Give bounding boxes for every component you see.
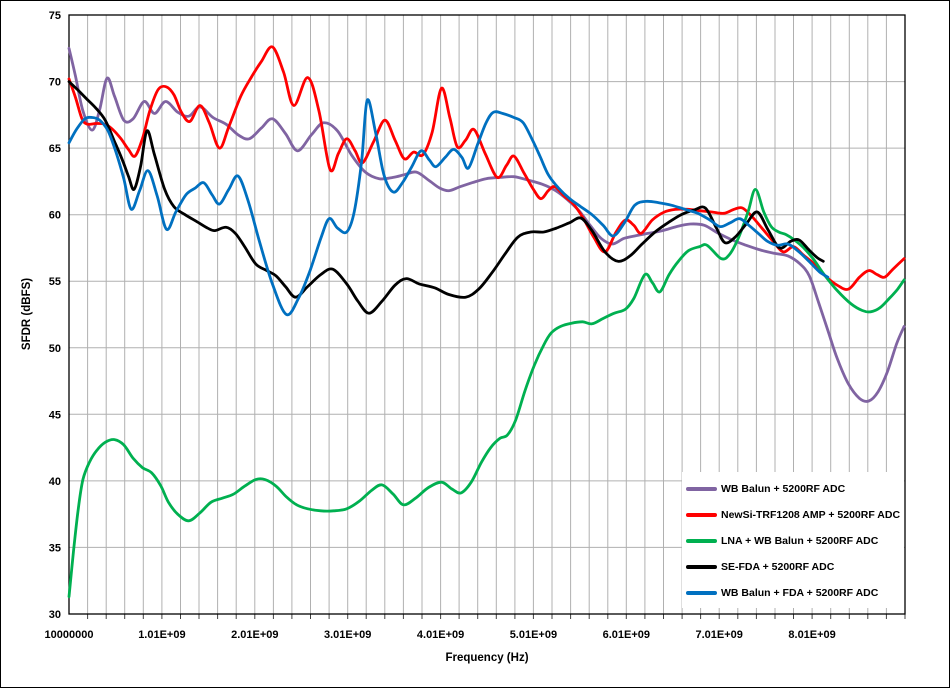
y-tick-label: 70 bbox=[49, 77, 61, 89]
y-tick-label: 65 bbox=[49, 143, 61, 155]
y-tick-label: 30 bbox=[49, 609, 61, 621]
legend: WB Balun + 5200RF ADC NewSi-TRF1208 AMP +… bbox=[682, 472, 904, 608]
legend-swatch-icon bbox=[686, 565, 717, 569]
y-tick-label: 40 bbox=[49, 476, 61, 488]
legend-label: NewSi-TRF1208 AMP + 5200RF ADC bbox=[721, 509, 901, 521]
y-axis-title: SFDR (dBFS) bbox=[21, 277, 33, 351]
x-tick-label: 8.01E+09 bbox=[788, 629, 835, 641]
y-tick-label: 50 bbox=[49, 343, 61, 355]
x-tick-label: 4.01E+09 bbox=[417, 629, 464, 641]
x-tick-label: 5.01E+09 bbox=[510, 629, 557, 641]
y-tick-labels: 75 70 65 60 55 50 45 40 35 30 bbox=[49, 10, 61, 621]
series-line-1 bbox=[67, 45, 906, 291]
x-tick-label: 7.01E+09 bbox=[695, 629, 742, 641]
x-axis-title: Frequency (Hz) bbox=[445, 652, 529, 664]
legend-label: WB Balun + 5200RF ADC bbox=[721, 483, 846, 495]
legend-swatch-icon bbox=[686, 539, 717, 543]
y-tick-label: 45 bbox=[49, 409, 61, 421]
series-group bbox=[67, 45, 906, 599]
x-axis-ticks bbox=[87, 614, 906, 619]
x-tick-labels: 10000000 1.01E+09 2.01E+09 3.01E+09 4.01E+09… bbox=[45, 629, 836, 641]
series-line-2 bbox=[67, 188, 906, 599]
x-tick-label: 3.01E+09 bbox=[324, 629, 371, 641]
x-tick-label: 2.01E+09 bbox=[231, 629, 278, 641]
plot-border bbox=[68, 14, 906, 615]
series-line-0 bbox=[67, 46, 906, 403]
x-tick-label: 1.01E+09 bbox=[138, 629, 185, 641]
legend-item-1: NewSi-TRF1208 AMP + 5200RF ADC bbox=[682, 502, 904, 528]
legend-label: WB Balun + FDA + 5200RF ADC bbox=[721, 587, 879, 599]
y-tick-label: 60 bbox=[49, 210, 61, 222]
y-tick-label: 35 bbox=[49, 542, 61, 554]
legend-item-3: SE-FDA + 5200RF ADC bbox=[682, 554, 904, 580]
x-tick-label: 10000000 bbox=[45, 629, 94, 641]
legend-item-4: WB Balun + FDA + 5200RF ADC bbox=[682, 580, 904, 606]
legend-item-2: LNA + WB Balun + 5200RF ADC bbox=[682, 528, 904, 554]
legend-swatch-icon bbox=[686, 513, 717, 517]
legend-swatch-icon bbox=[686, 591, 717, 595]
y-tick-label: 75 bbox=[49, 10, 61, 22]
x-tick-label: 6.01E+09 bbox=[603, 629, 650, 641]
y-tick-label: 55 bbox=[49, 276, 61, 288]
series-line-4 bbox=[67, 98, 830, 317]
series-line-3 bbox=[67, 80, 825, 315]
legend-swatch-icon bbox=[686, 487, 717, 491]
legend-item-0: WB Balun + 5200RF ADC bbox=[682, 476, 904, 502]
legend-label: SE-FDA + 5200RF ADC bbox=[721, 561, 835, 573]
legend-label: LNA + WB Balun + 5200RF ADC bbox=[721, 535, 879, 547]
